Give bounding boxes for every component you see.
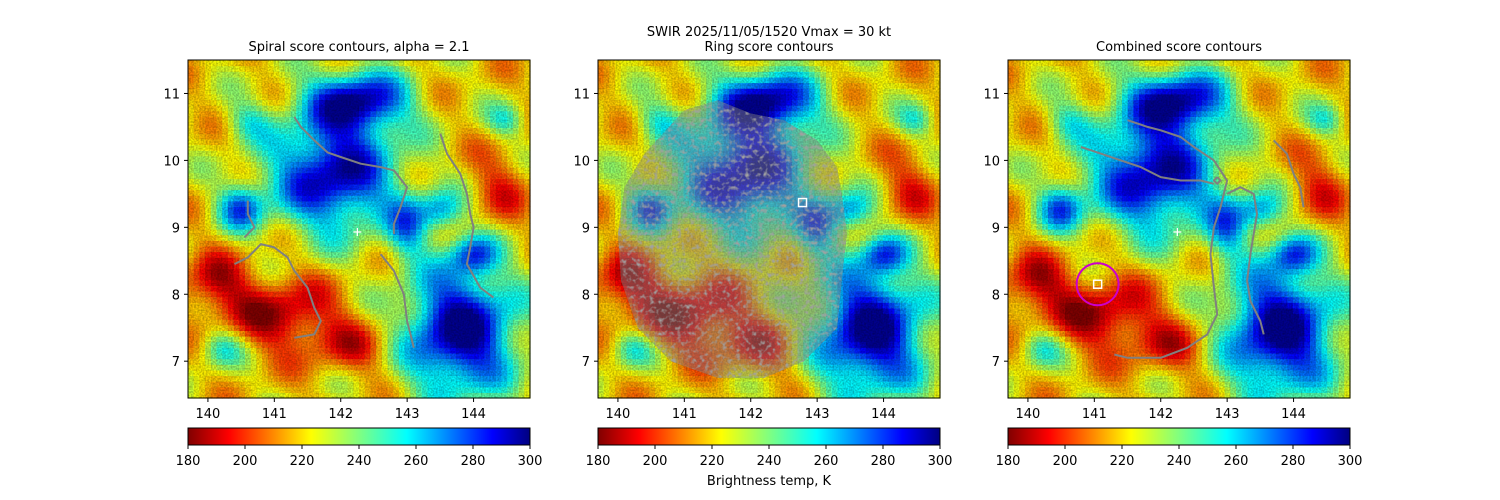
x-tick-label: 140 (1016, 407, 1041, 422)
y-tick-label: 7 (992, 355, 1000, 370)
x-tick-label: 142 (738, 407, 763, 422)
score-contour (293, 116, 409, 234)
panel-1: Spiral score contours, alpha = 2.1 140 141… (163, 40, 542, 469)
axes-frame (187, 59, 531, 399)
brightness-image (188, 60, 531, 399)
score-contour (1272, 139, 1305, 208)
x-tick-label: 143 (1215, 407, 1240, 422)
x-tick-label: 144 (461, 407, 486, 422)
best-fix-marker-icon (1092, 279, 1103, 289)
score-contour (243, 200, 256, 239)
y-tick-label: 11 (573, 87, 590, 102)
center-marker-icon (1173, 228, 1182, 237)
colorbar-tick-label: 200 (1053, 454, 1078, 469)
best-fix-ring-icon (1075, 262, 1120, 307)
score-contour (234, 243, 322, 339)
colorbar: 180 200 220 240 260 280 300 (996, 427, 1363, 469)
colorbar-tick-label: 240 (1167, 454, 1192, 469)
y-tick-label: 11 (983, 87, 1000, 102)
score-contour (379, 253, 415, 349)
x-tick-label: 143 (805, 407, 830, 422)
x-tick-label: 144 (871, 407, 896, 422)
x-tick-label: 140 (606, 407, 631, 422)
colorbar: 180 200 220 240 260 280 300 (176, 427, 543, 469)
score-contour (1212, 176, 1222, 185)
colorbar-tick-label: 200 (643, 454, 668, 469)
panel-title: Spiral score contours, alpha = 2.1 (248, 40, 469, 55)
colorbar-tick-label: 300 (928, 454, 953, 469)
colorbar-tick-label: 240 (757, 454, 782, 469)
panels: Spiral score contours, alpha = 2.1 140 141… (163, 40, 1362, 469)
panel-2: Ring score contours 140 141 142 143 144 7 8 9 10 1… (573, 40, 952, 469)
colorbar-tick-label: 240 (347, 454, 372, 469)
overlay (234, 116, 495, 349)
figure-suptitle: SWIR 2025/11/05/1520 Vmax = 30 kt (647, 25, 891, 40)
colorbar-tick-label: 220 (700, 454, 725, 469)
colorbar-tick-label: 200 (233, 454, 258, 469)
colorbar-tick-label: 220 (1110, 454, 1135, 469)
colorbar: 180 200 220 240 260 280 300 (586, 427, 953, 469)
x-tick-label: 141 (262, 407, 287, 422)
y-tick-label: 10 (163, 154, 180, 169)
colorbar-tick-label: 260 (814, 454, 839, 469)
axes-frame (1007, 59, 1351, 399)
mask-speckle (617, 100, 847, 378)
y-tick-label: 7 (582, 355, 590, 370)
colorbar-tick-label: 180 (996, 454, 1021, 469)
panel-title: Combined score contours (1096, 40, 1262, 55)
y-tick-label: 9 (992, 221, 1000, 236)
overlay (617, 100, 847, 378)
score-contour (1226, 186, 1265, 335)
score-contour (439, 133, 495, 299)
y-tick-label: 9 (582, 221, 590, 236)
x-tick-label: 144 (1281, 407, 1306, 422)
y-tick-label: 8 (172, 288, 180, 303)
center-marker-icon (797, 197, 808, 208)
y-tick-label: 9 (172, 221, 180, 236)
colorbar-label: Brightness temp, K (707, 474, 832, 489)
x-tick-label: 142 (1148, 407, 1173, 422)
y-tick-label: 7 (172, 355, 180, 370)
colorbar-tick-label: 300 (518, 454, 543, 469)
x-tick-label: 142 (328, 407, 353, 422)
colorbar-tick-label: 260 (404, 454, 429, 469)
colorbar-tick-label: 300 (1338, 454, 1363, 469)
colorbar-tick-label: 180 (176, 454, 201, 469)
score-contour (1080, 146, 1215, 185)
y-tick-label: 8 (582, 288, 590, 303)
brightness-image (1008, 60, 1351, 399)
colorbar-tick-label: 280 (1281, 454, 1306, 469)
colorbar-tick-label: 280 (461, 454, 486, 469)
panel-3: Combined score contours 140 141 142 143 144 7 8… (983, 40, 1362, 469)
colorbar-tick-label: 260 (1224, 454, 1249, 469)
x-tick-label: 141 (672, 407, 697, 422)
panel-title: Ring score contours (704, 40, 833, 55)
colorbar-gradient (1007, 427, 1351, 446)
center-marker-icon (353, 228, 362, 237)
colorbar-tick-label: 180 (586, 454, 611, 469)
colorbar-tick-label: 280 (871, 454, 896, 469)
colorbar-gradient (187, 427, 531, 446)
colorbar-tick-label: 220 (290, 454, 315, 469)
colorbar-gradient (597, 427, 941, 446)
y-tick-label: 10 (573, 154, 590, 169)
x-tick-label: 140 (196, 407, 221, 422)
x-tick-label: 141 (1082, 407, 1107, 422)
x-tick-label: 143 (395, 407, 420, 422)
y-tick-label: 11 (163, 87, 180, 102)
overlay (1075, 119, 1305, 359)
y-tick-label: 10 (983, 154, 1000, 169)
score-contour (1114, 119, 1229, 359)
axes-frame (597, 59, 941, 399)
y-tick-label: 8 (992, 288, 1000, 303)
